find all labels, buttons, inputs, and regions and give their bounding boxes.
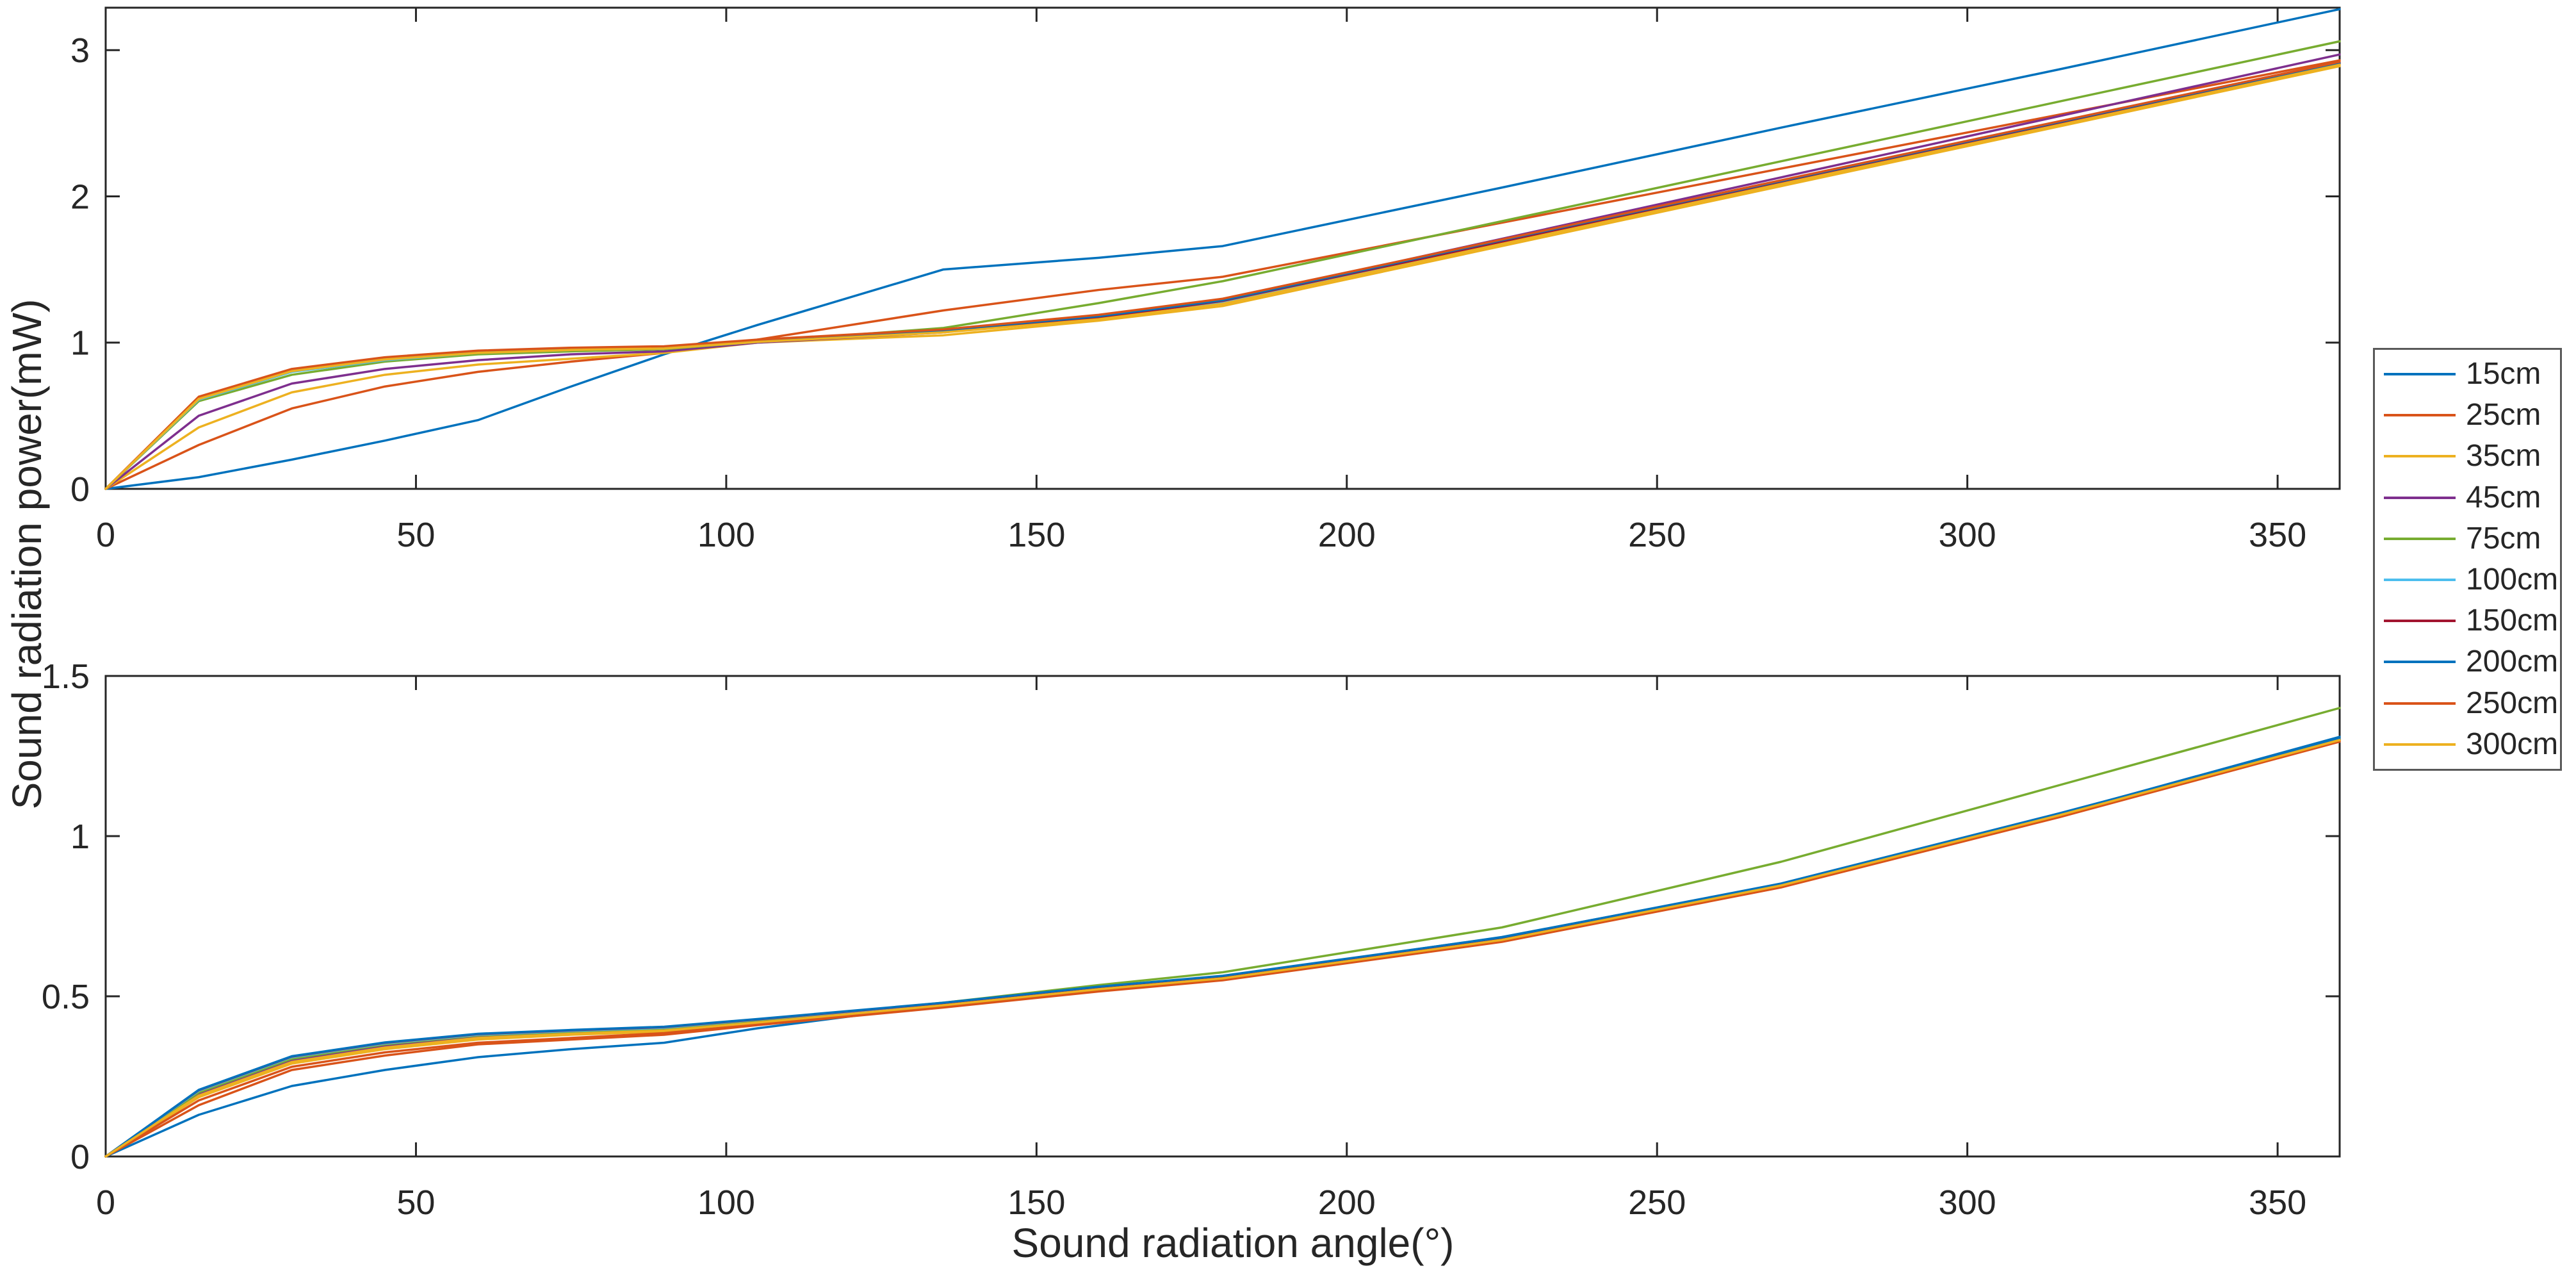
- series-line-250cm: [104, 739, 2341, 1158]
- y-tick-label: 1: [70, 818, 90, 856]
- legend-line-sample: [2384, 455, 2456, 458]
- x-tick-label: 50: [396, 1183, 435, 1222]
- x-tick-label: 200: [1318, 516, 1376, 554]
- y-tick-label: 2: [70, 177, 90, 216]
- x-tick-label: 300: [1939, 1183, 1996, 1222]
- legend-item-150cm: 150cm: [2375, 603, 2560, 639]
- legend-label: 75cm: [2466, 521, 2541, 555]
- legend-item-200cm: 200cm: [2375, 644, 2560, 680]
- plot-box: [104, 675, 2341, 1158]
- x-tick-label: 50: [396, 516, 435, 554]
- series-line-250cm: [104, 60, 2341, 490]
- x-tick-label: 350: [2249, 516, 2306, 554]
- y-axis-label: Sound radiation power(mW): [4, 299, 50, 810]
- legend-line-sample: [2384, 620, 2456, 623]
- series-line-300cm: [104, 739, 2341, 1158]
- legend-line-sample: [2384, 661, 2456, 664]
- x-tick-label: 200: [1318, 1183, 1376, 1222]
- y-tick-label: 3: [70, 31, 90, 70]
- legend-label: 45cm: [2466, 480, 2541, 514]
- legend-item-15cm: 15cm: [2375, 356, 2560, 392]
- legend-line-sample: [2384, 579, 2456, 582]
- legend-item-75cm: 75cm: [2375, 521, 2560, 557]
- y-tick-label: 0: [70, 1138, 90, 1176]
- legend-item-35cm: 35cm: [2375, 438, 2560, 474]
- x-tick-label: 300: [1939, 516, 1996, 554]
- legend-label: 250cm: [2466, 686, 2559, 720]
- x-tick-label: 250: [1628, 1183, 1686, 1222]
- y-tick-label: 1: [70, 324, 90, 363]
- series-line-200cm: [104, 737, 2341, 1158]
- y-tick-label: 0: [70, 470, 90, 509]
- legend-line-sample: [2384, 702, 2456, 705]
- series-line-300cm: [104, 63, 2341, 490]
- legend-item-25cm: 25cm: [2375, 397, 2560, 433]
- legend-label: 25cm: [2466, 398, 2541, 432]
- legend: 15cm 25cm 35cm 45cm 75cm 100cm 150cm 200cm 250cm…: [2373, 348, 2562, 771]
- x-tick-label: 0: [96, 1183, 115, 1222]
- legend-line-sample: [2384, 373, 2456, 376]
- x-tick-label: 100: [697, 516, 755, 554]
- legend-line-sample: [2384, 414, 2456, 417]
- legend-line-sample: [2384, 743, 2456, 746]
- legend-line-sample: [2384, 496, 2456, 499]
- x-tick-label: 150: [1007, 516, 1065, 554]
- x-tick-label: 350: [2249, 1183, 2306, 1222]
- x-axis-label: Sound radiation angle(°): [1011, 1220, 1455, 1266]
- x-tick-label: 100: [697, 1183, 755, 1222]
- legend-label: 300cm: [2466, 727, 2559, 761]
- legend-label: 15cm: [2466, 357, 2541, 391]
- y-tick-label: 0.5: [42, 978, 90, 1016]
- x-tick-label: 150: [1007, 1183, 1065, 1222]
- legend-line-sample: [2384, 537, 2456, 540]
- legend-label: 150cm: [2466, 604, 2559, 638]
- legend-item-250cm: 250cm: [2375, 686, 2560, 721]
- legend-item-300cm: 300cm: [2375, 727, 2560, 762]
- legend-item-100cm: 100cm: [2375, 562, 2560, 598]
- y-tick-label: 1.5: [42, 657, 90, 696]
- x-tick-label: 250: [1628, 516, 1686, 554]
- series-line-15cm: [104, 8, 2341, 490]
- legend-label: 35cm: [2466, 439, 2541, 473]
- x-tick-label: 0: [96, 516, 115, 554]
- legend-item-45cm: 45cm: [2375, 480, 2560, 516]
- legend-label: 100cm: [2466, 563, 2559, 597]
- legend-label: 200cm: [2466, 645, 2559, 679]
